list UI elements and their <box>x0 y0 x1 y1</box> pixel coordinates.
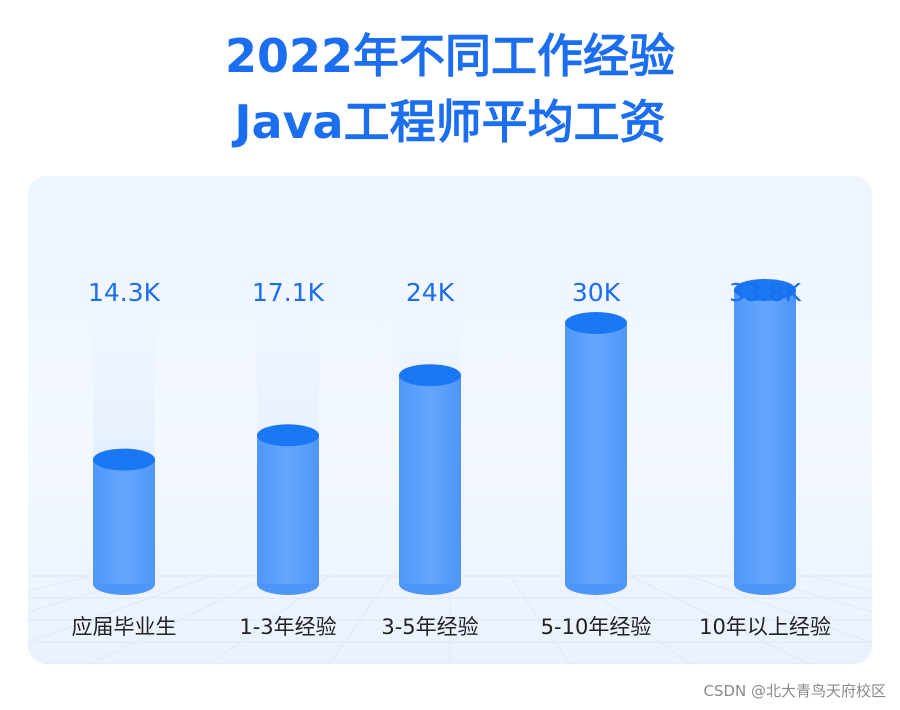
bar-value-label: 17.1K <box>252 278 325 307</box>
category-label: 5-10年经验 <box>541 615 652 639</box>
bar-value-label: 24K <box>406 278 455 307</box>
bar-value-label: 30K <box>572 278 621 307</box>
category-label: 应届毕业生 <box>72 615 177 639</box>
bar-group: 14.3K 应届毕业生 <box>72 278 177 639</box>
bar <box>93 459 155 584</box>
chart-title-line-2: Java工程师平均工资 <box>234 95 666 149</box>
floor-grid-line <box>749 575 872 613</box>
bar-group: 24K 3-5年经验 <box>381 278 478 639</box>
floor-grid-line <box>329 575 391 664</box>
bar-top-cap <box>565 312 627 334</box>
floor-grid-line <box>509 575 571 664</box>
bar-top-cap <box>734 278 796 301</box>
bar-group: 30K 5-10年经验 <box>541 278 652 639</box>
bar-value-label: 14.3K <box>88 278 161 307</box>
bar <box>257 435 319 584</box>
chart-title-line-1: 2022年不同工作经验 <box>224 29 676 83</box>
floor-grid-line <box>689 575 872 644</box>
bar <box>399 375 461 584</box>
chart-panel: 14.3K 应届毕业生 17.1K 1-3年经验 24K 3-5年经验 30K 5-10年经验… <box>28 176 872 664</box>
category-label: 1-3年经验 <box>239 615 336 639</box>
bars-layer: 14.3K 应届毕业生 17.1K 1-3年经验 24K 3-5年经验 30K 5-10年经验… <box>72 278 831 639</box>
category-label: 10年以上经验 <box>699 615 831 639</box>
bar-group: 33.8K 10年以上经验 <box>699 278 831 639</box>
floor-grid-line <box>28 575 211 644</box>
bar-chart: 14.3K 应届毕业生 17.1K 1-3年经验 24K 3-5年经验 30K 5-10年经验… <box>28 278 872 664</box>
bar <box>734 289 796 584</box>
floor-grid-line <box>809 575 872 592</box>
floor-grid-line <box>89 575 271 664</box>
bar-top-cap <box>257 424 319 447</box>
watermark: CSDN @北大青鸟天府校区 <box>703 682 886 700</box>
bar-value-label: 33.8K <box>729 278 802 307</box>
category-label: 3-5年经验 <box>381 615 478 639</box>
floor-grid-line <box>629 575 811 664</box>
floor-grid-line <box>28 575 91 592</box>
bar-top-cap <box>399 364 461 387</box>
bar-group: 17.1K 1-3年经验 <box>239 278 336 639</box>
bar-top-cap <box>93 448 155 471</box>
bar <box>565 323 627 584</box>
